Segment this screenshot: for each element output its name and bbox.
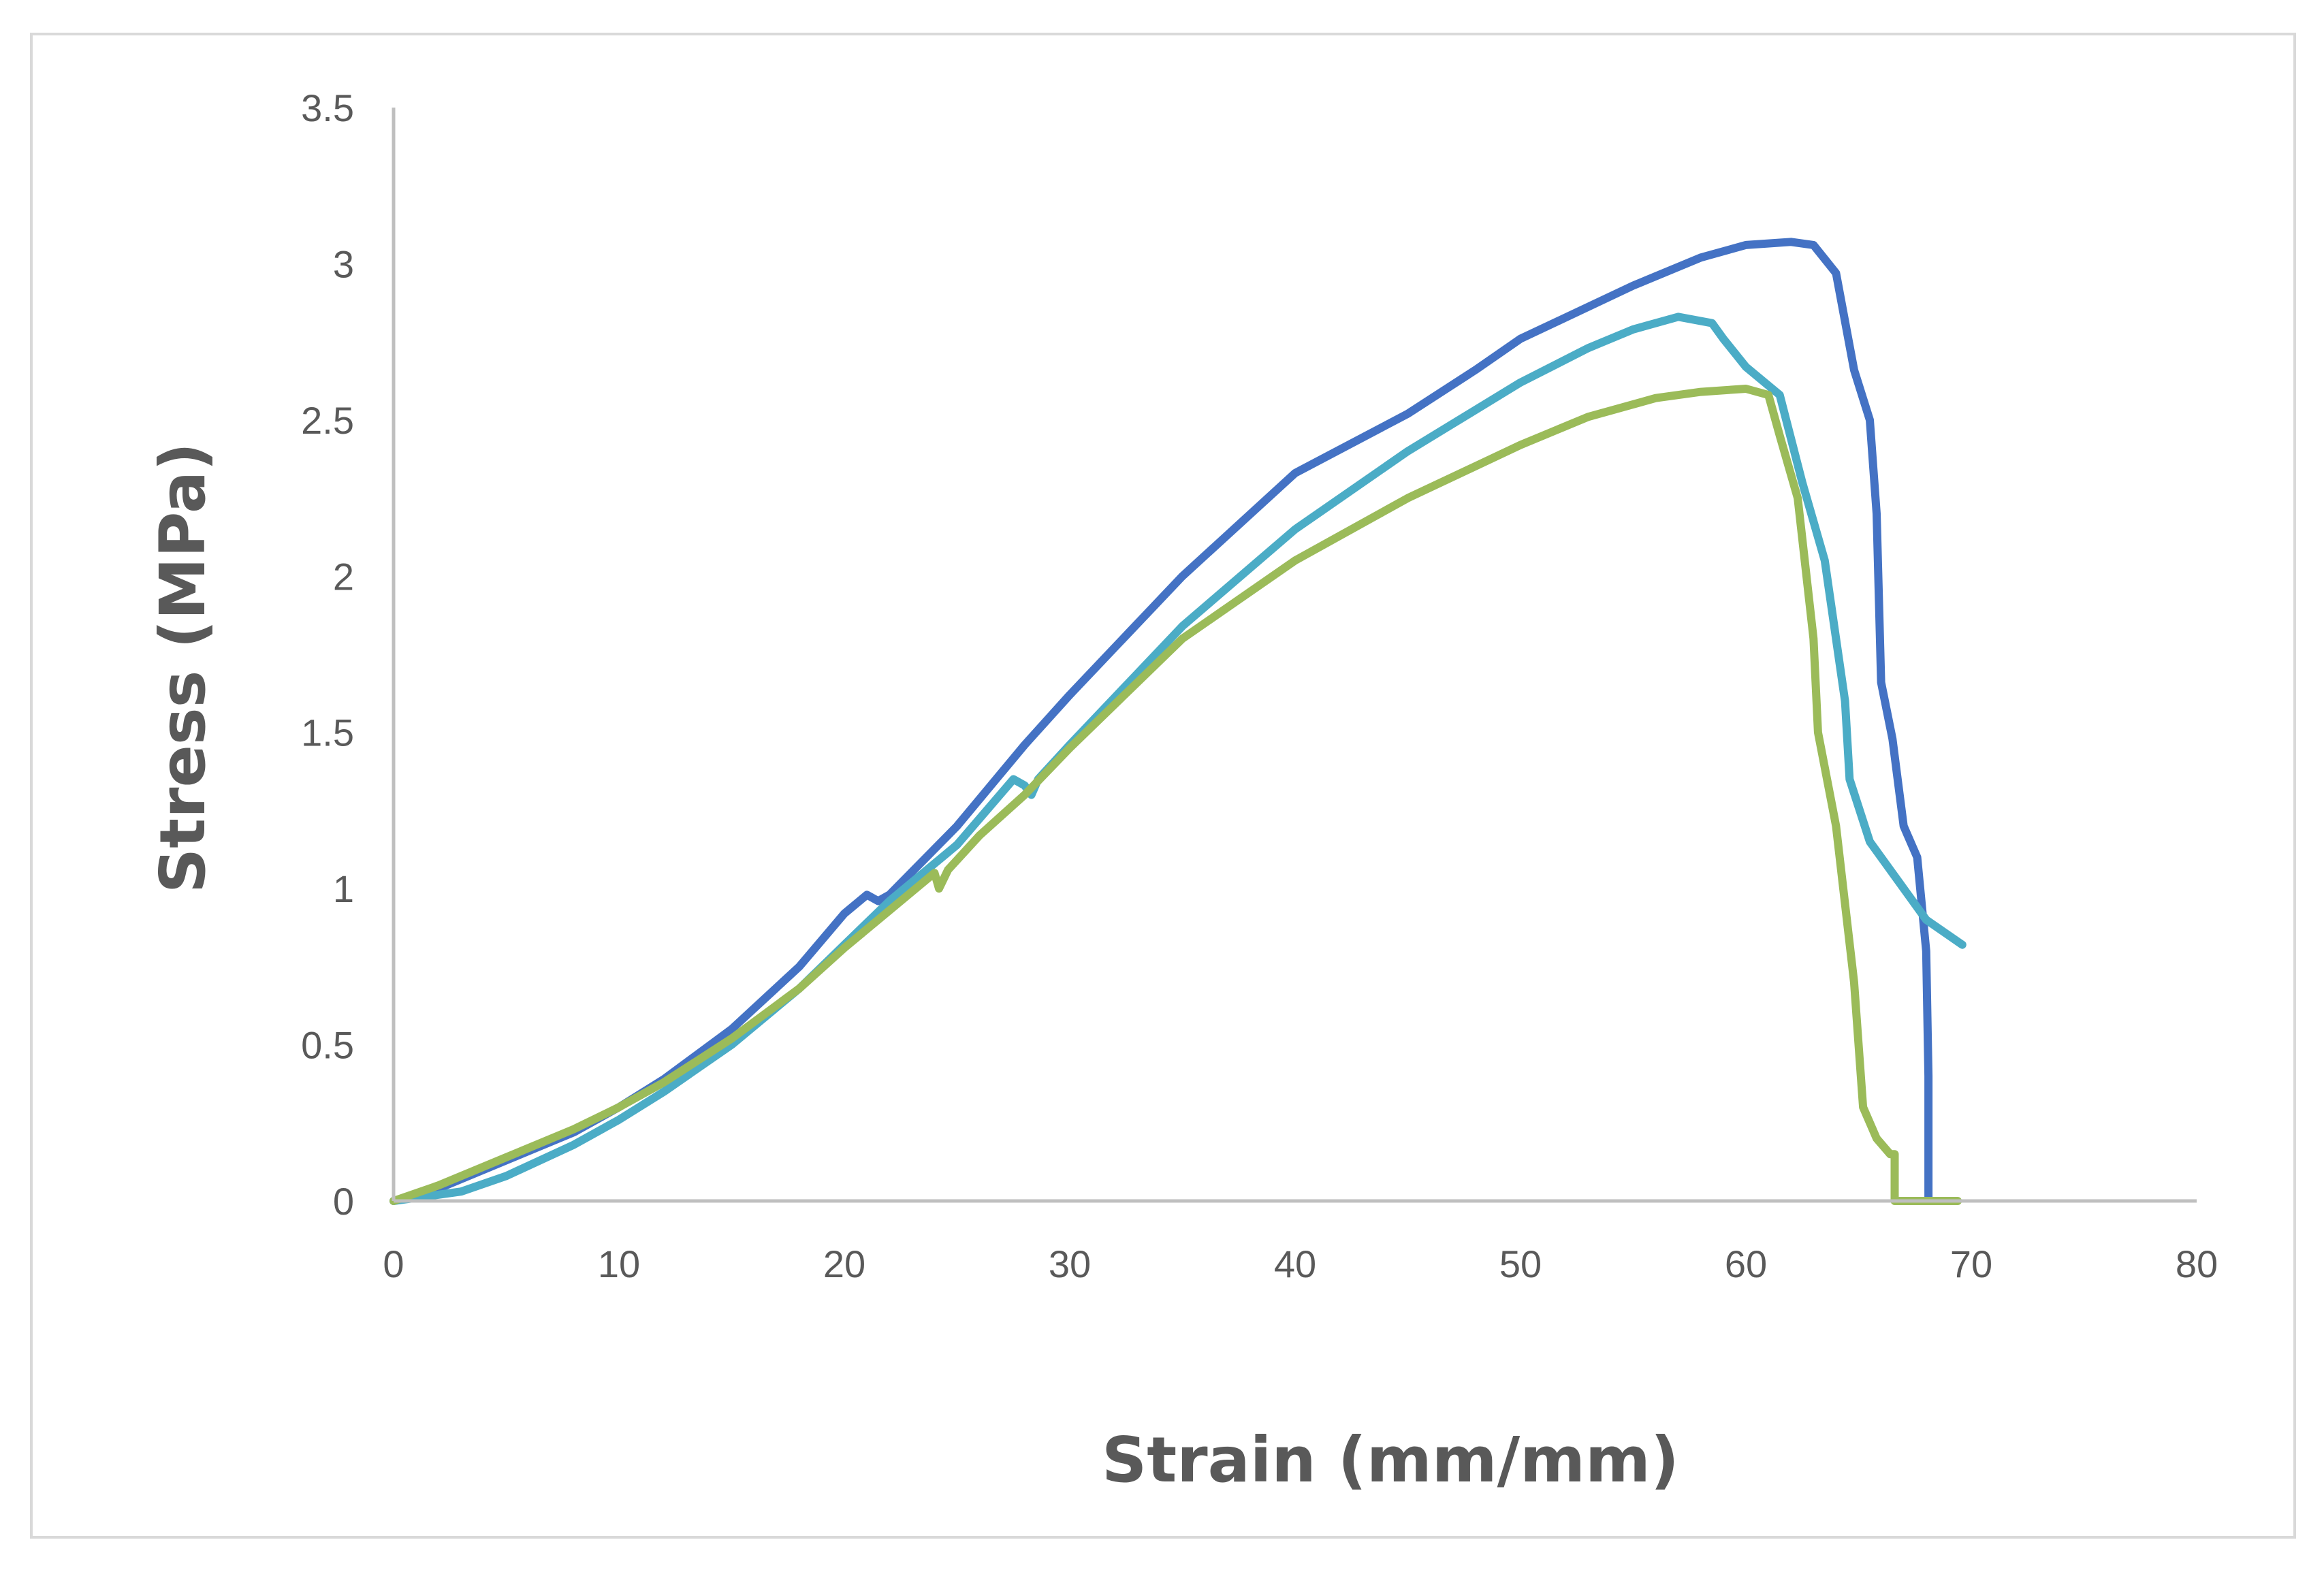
x-tick-label: 40 [1274,1242,1316,1285]
series-line-3 [389,385,1962,1205]
series-group [389,238,1967,1205]
y-tick-label: 0 [333,1180,354,1223]
y-tick-label: 2.5 [301,399,354,442]
x-tick-label: 0 [383,1242,404,1285]
y-tick-label: 2 [333,555,354,598]
series-line-1 [389,238,1933,1205]
stress-strain-chart: 0 10 20 30 40 50 60 70 80 0 0.5 1 1.5 2 2.5 3 3.5 Strai… [146,86,2218,1496]
y-axis-title: Stress (MPa) [146,443,219,893]
x-tick-label: 60 [1725,1242,1767,1285]
chart-frame: 0 10 20 30 40 50 60 70 80 0 0.5 1 1.5 2 2.5 3 3.5 Strai… [30,33,2296,1539]
x-tick-label: 10 [598,1242,640,1285]
y-tick-labels: 0 0.5 1 1.5 2 2.5 3 3.5 [301,86,354,1223]
axes-group [392,108,2197,1203]
x-tick-label: 50 [1499,1242,1542,1285]
x-tick-label: 80 [2176,1242,2218,1285]
x-tick-label: 20 [823,1242,865,1285]
series-line-2 [389,312,1967,1205]
y-tick-label: 1 [333,867,354,910]
y-tick-label: 1.5 [301,711,354,754]
x-tick-label: 30 [1049,1242,1091,1285]
y-tick-label: 3 [333,242,354,285]
x-tick-labels: 0 10 20 30 40 50 60 70 80 [383,1242,2218,1285]
y-tick-label: 0.5 [301,1024,354,1067]
x-axis-title: Strain (mm/mm) [1102,1424,1679,1496]
y-tick-label: 3.5 [301,86,354,129]
x-tick-label: 70 [1950,1242,1992,1285]
